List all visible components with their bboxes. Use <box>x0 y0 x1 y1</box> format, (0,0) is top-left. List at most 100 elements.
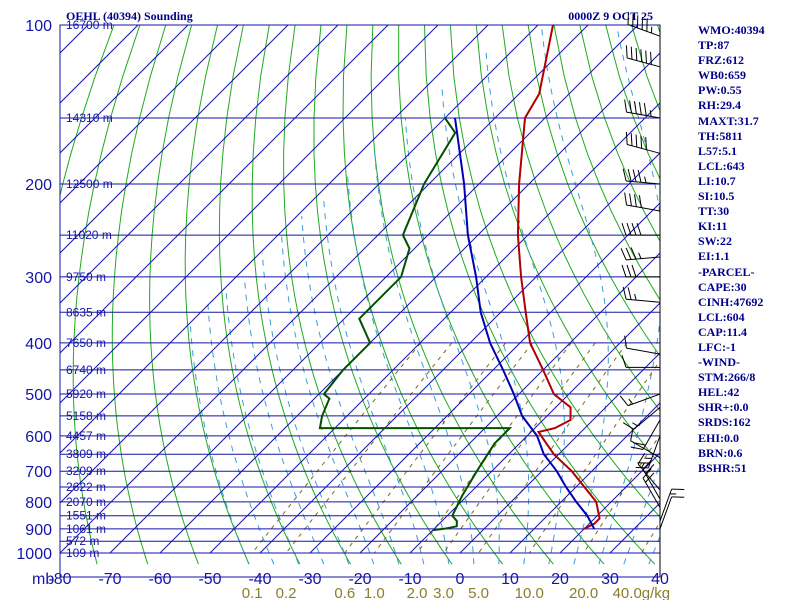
moist-adiabat-line <box>225 291 300 565</box>
moist-adiabat-line <box>598 25 660 565</box>
wind-barb-flag <box>640 49 643 62</box>
mixing-ratio-label: 40.0g/kg <box>613 585 671 600</box>
wind-barb-staff <box>627 144 661 154</box>
dry-adiabat-line <box>72 25 141 565</box>
index-value: SW:22 <box>698 234 733 249</box>
wind-barb-staff <box>626 204 661 212</box>
index-value: MAXT:31.7 <box>698 113 759 128</box>
wind-barb-flag <box>638 102 642 115</box>
wind-barb-staff <box>626 111 661 119</box>
wind-barb <box>621 264 660 278</box>
height-label: 1551 m <box>66 509 106 523</box>
index-value: LI:10.7 <box>698 173 736 188</box>
height-label: 5158 m <box>66 409 106 423</box>
wind-barb-flag <box>625 131 628 145</box>
temperature-tick-label: 10 <box>501 571 519 588</box>
wind-barb-flag <box>632 169 637 182</box>
moist-adiabat-line <box>441 85 530 565</box>
wind-barb-flag <box>630 133 633 146</box>
wind-barb <box>622 168 661 185</box>
isotherm-line <box>60 25 389 354</box>
isotherm-line <box>60 25 339 304</box>
pressure-tick-label: 700 <box>25 464 52 481</box>
wind-barb-staff <box>659 496 673 530</box>
wind-barb-flag <box>627 168 632 182</box>
wind-barb-flag <box>638 252 642 259</box>
pressure-tick-label: 800 <box>25 495 52 512</box>
temperature-tick-label: -30 <box>298 571 321 588</box>
mixing-ratio-label: 0.1 <box>242 585 263 600</box>
moist-adiabat-line <box>189 324 250 565</box>
index-value: SHR+:0.0 <box>698 400 749 415</box>
isotherm-line <box>159 52 660 554</box>
height-label: 4457 m <box>66 429 106 443</box>
moist-adiabat-line <box>207 305 275 565</box>
wind-barb-staff <box>637 463 661 491</box>
wind-barb-flag <box>645 50 647 64</box>
wind-barb-flag <box>636 222 642 236</box>
moist-adiabat-line <box>281 235 375 565</box>
wind-barb-flag <box>637 169 642 183</box>
wind-barb-flag <box>630 247 637 260</box>
wind-barb-flag <box>634 194 637 207</box>
wind-barb-flag <box>638 195 642 208</box>
wind-barb <box>620 247 661 261</box>
isotherm-line <box>60 25 589 554</box>
dry-adiabat-line <box>449 25 660 518</box>
wind-barb <box>624 99 661 119</box>
dry-adiabats <box>60 25 660 565</box>
index-value: TT:30 <box>698 204 730 219</box>
wind-barb-staff <box>626 347 661 355</box>
wind-barb-staff <box>630 440 661 459</box>
height-label: 3809 m <box>66 447 106 461</box>
dry-adiabat-line <box>553 25 660 301</box>
isotherm-line <box>509 402 660 554</box>
index-value: CAPE:30 <box>698 279 747 294</box>
moist-adiabat-line <box>243 276 325 565</box>
dry-adiabat-line <box>424 25 656 565</box>
wind-barb-flag <box>640 135 643 149</box>
wind-barb-flag <box>635 134 638 148</box>
wind-barb-flag <box>629 193 632 206</box>
parcel-profile-line <box>454 117 596 530</box>
wind-barb-flag <box>624 192 628 206</box>
index-value: CAP:11.4 <box>698 324 747 339</box>
index-value: TP:87 <box>698 38 730 53</box>
wind-barb-staff <box>633 407 661 430</box>
wind-barb-flag <box>630 428 634 441</box>
wind-barb-flag <box>642 468 652 479</box>
wind-barb <box>642 468 661 508</box>
mixing-ratio-line <box>344 342 506 554</box>
wind-barb <box>630 428 661 459</box>
pressure-tick-label: 400 <box>25 336 52 353</box>
wind-barb-flag <box>635 47 638 61</box>
wind-barb <box>622 407 661 430</box>
wind-barb-flag <box>644 176 647 183</box>
temperature-tick-label: -50 <box>198 571 221 588</box>
temperature-tick-label: 40 <box>651 571 669 588</box>
wind-barb-flag <box>625 247 632 260</box>
index-value: HEL:42 <box>698 385 740 400</box>
isotherms <box>60 25 660 577</box>
wind-barb <box>624 192 661 212</box>
index-value: -WIND- <box>698 355 740 370</box>
wind-barb-flag <box>630 46 633 60</box>
wind-barbs <box>619 11 685 577</box>
wind-barb <box>624 335 661 355</box>
wind-barb-flag <box>640 462 646 469</box>
height-label: 14310 m <box>66 111 113 125</box>
wind-barb-flag <box>625 45 628 59</box>
mixing-ratio-line <box>251 342 421 554</box>
wind-barb <box>625 45 661 68</box>
index-value: STM:266/8 <box>698 370 756 385</box>
index-value: CINH:47692 <box>698 294 764 309</box>
wind-barb <box>659 496 685 530</box>
height-label: 1061 m <box>66 522 106 536</box>
wind-barb-flag <box>621 222 627 236</box>
wind-barb-flag <box>631 264 637 278</box>
index-value: PW:0.55 <box>698 83 742 98</box>
wind-barb-flag <box>634 293 637 301</box>
temperature-tick-label: -80 <box>48 571 71 588</box>
wind-barb-flag <box>621 264 627 278</box>
wind-barb-staff <box>626 180 661 185</box>
